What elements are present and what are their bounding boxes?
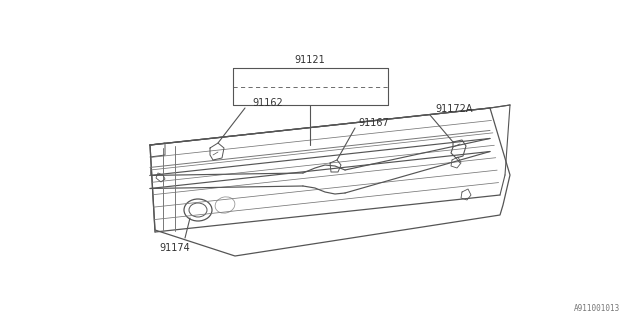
Text: 91162: 91162 (252, 98, 283, 108)
Text: A911001013: A911001013 (573, 304, 620, 313)
Text: 91121: 91121 (294, 55, 325, 65)
Text: 91167: 91167 (358, 118, 388, 128)
Text: 91172A: 91172A (435, 104, 472, 114)
Text: 91174: 91174 (159, 243, 190, 253)
